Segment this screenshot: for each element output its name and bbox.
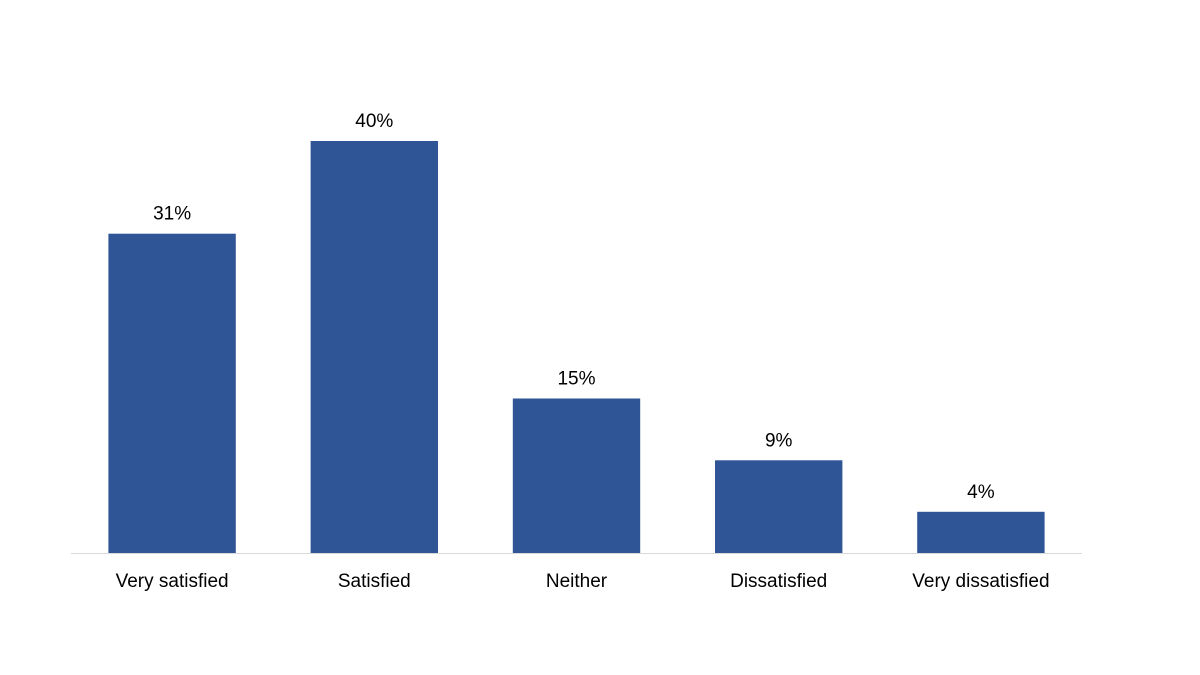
data-label: 15% [557,369,595,390]
data-label: 4% [967,482,995,503]
data-label: 9% [765,430,793,451]
bar [310,141,438,553]
data-label: 31% [153,204,191,225]
x-tick-label: Very dissatisfied [912,571,1049,592]
bar [917,511,1045,553]
x-tick-label: Neither [546,571,608,592]
x-tick-label: Very satisfied [116,571,229,592]
bar [512,398,641,553]
bar [715,460,843,553]
x-tick-label: Dissatisfied [730,571,827,592]
bar [108,233,236,553]
data-label: 40% [355,111,393,132]
x-tick-label: Satisfied [338,571,411,592]
